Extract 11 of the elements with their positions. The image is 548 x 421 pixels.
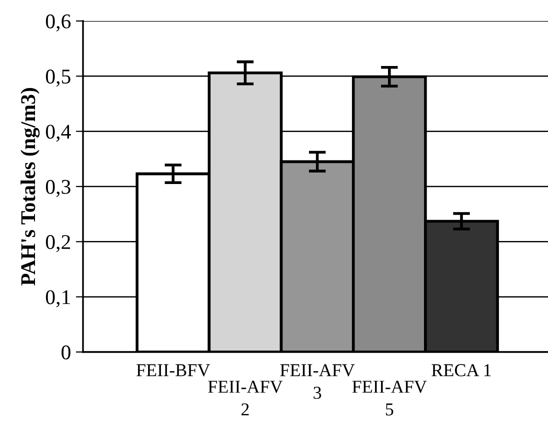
- y-tick-label: 0,3: [46, 180, 70, 197]
- x-tick-label: FEII-BFV: [136, 364, 210, 376]
- y-tick-label: 0: [62, 345, 70, 360]
- y-tick-label: 0,1: [46, 290, 70, 308]
- y-tick-label: 0,4: [46, 124, 71, 142]
- y-tick-label: 0,6: [46, 14, 71, 32]
- y-tick-label: 0,5: [46, 70, 70, 87]
- y-tick-label: 0,2: [46, 235, 70, 252]
- x-tick-label: RECA 1: [432, 364, 491, 376]
- x-tick-label: FEII-AFV 2: [208, 380, 283, 416]
- y-axis-title: PAH's Totales (ng/m3): [20, 88, 40, 286]
